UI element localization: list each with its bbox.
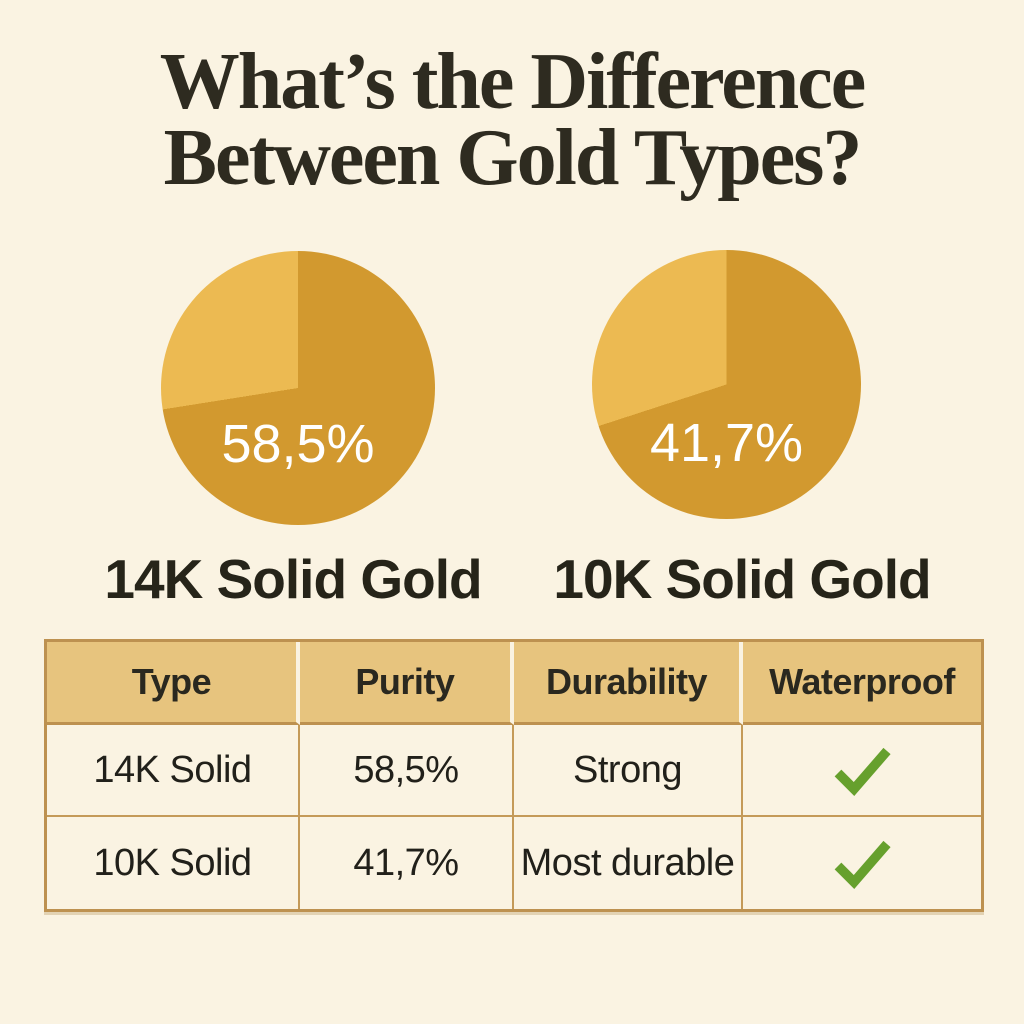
table-header-durability: Durability [513,642,744,725]
pie-14k-percentage-label: 58,5% [221,414,375,474]
table-header-purity: Purity [299,642,514,725]
checkmark-icon [834,747,891,796]
comparison-table: Type Purity Durability Waterproof 14K So… [44,639,984,912]
table-cell-10k-durability: Most durable [514,817,744,909]
page-title: What’s the Difference Between Gold Types? [0,42,1024,198]
table-cell-10k-waterproof [743,817,981,909]
table-cell-14k-waterproof [743,725,981,817]
table-cell-10k-type: 10K Solid [47,817,300,909]
pie-10k-percentage-label: 41,7% [649,413,804,473]
table-cell-14k-purity: 58,5% [299,725,514,817]
pie-chart-10k: 41,7% [592,250,861,519]
pie-chart-14k: 58,5% [161,251,435,525]
table-cell-10k-purity: 41,7% [300,817,514,909]
page-title-line1: What’s the Difference [159,38,866,126]
checkmark-icon [834,840,891,889]
table-cell-14k-durability: Strong [513,725,744,817]
page-title-line2: Between Gold Types? [163,114,863,202]
pie-caption-10k: 10K Solid Gold [553,548,931,610]
pie-caption-14k: 14K Solid Gold [104,548,482,610]
table-header-waterproof: Waterproof [743,642,981,725]
table-cell-14k-type: 14K Solid [47,725,300,817]
table-header-type: Type [47,642,300,725]
